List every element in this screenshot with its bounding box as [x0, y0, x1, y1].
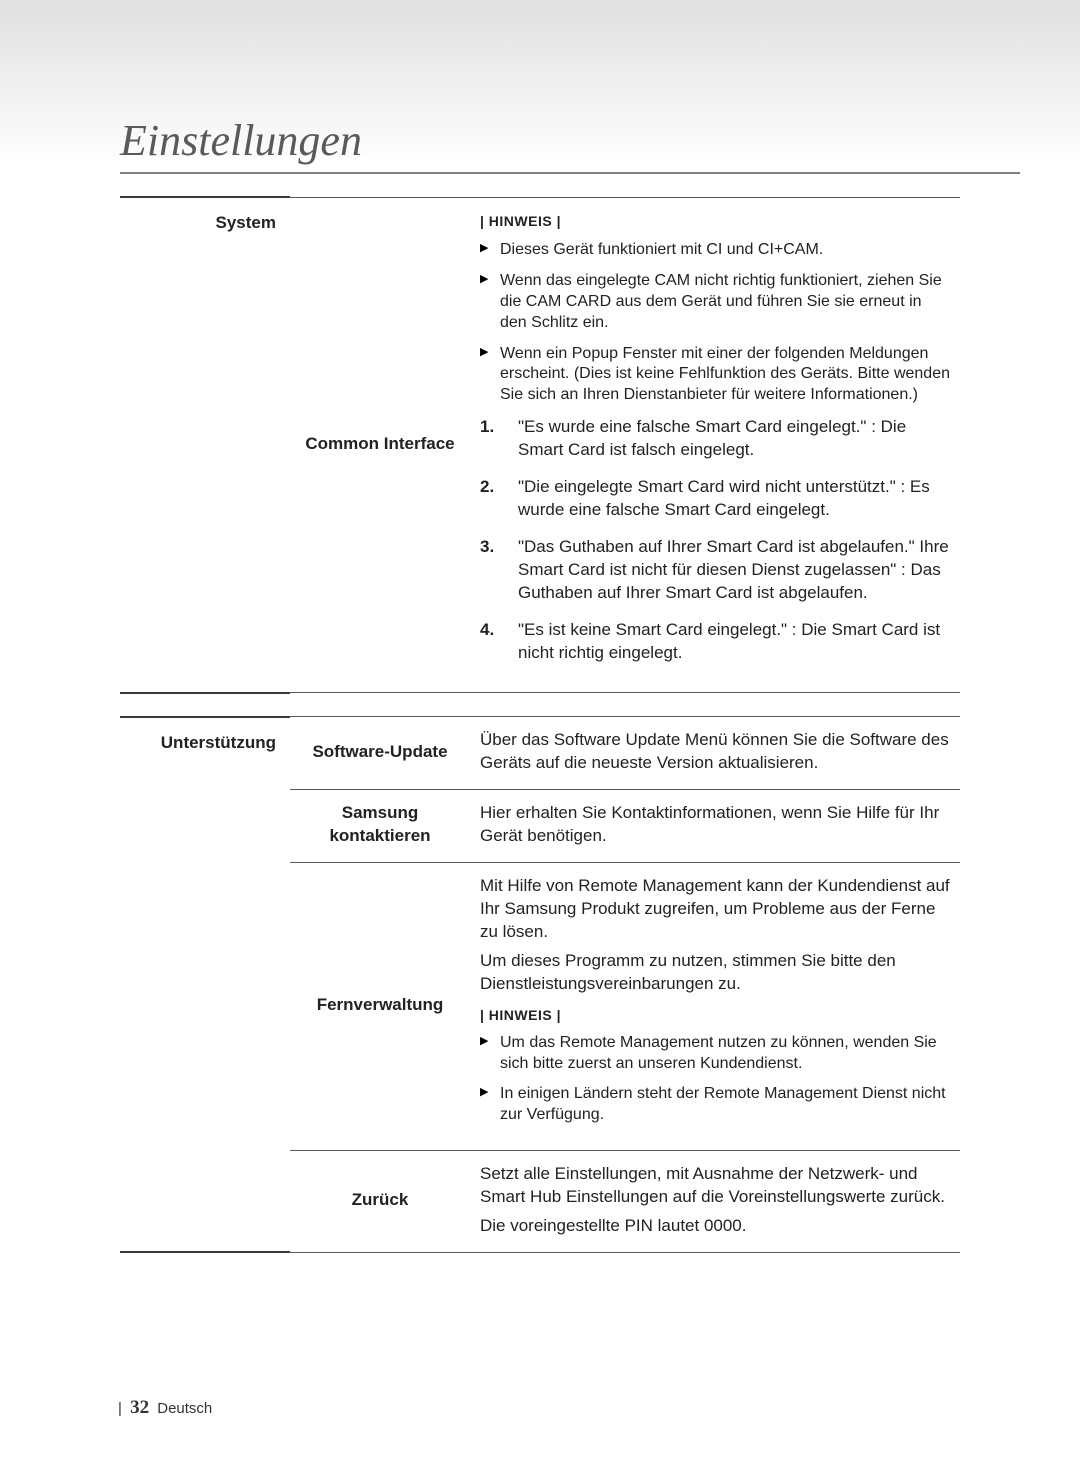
hinweis-item: In einigen Ländern steht der Remote Mana…: [480, 1084, 950, 1126]
desc-samsung-contact: Hier erhalten Sie Kontaktinformationen, …: [470, 790, 960, 863]
page-footer: | 32 Deutsch: [118, 1397, 212, 1419]
hinweis-list: Dieses Gerät funktioniert mit CI und CI+…: [480, 240, 950, 406]
desc-common-interface: | HINWEIS | Dieses Gerät funktioniert mi…: [470, 197, 960, 693]
hinweis-item: Dieses Gerät funktioniert mit CI und CI+…: [480, 240, 950, 261]
support-table: Unterstützung Software-Update Über das S…: [120, 716, 960, 1253]
reset-desc-p1: Setzt alle Einstellungen, mit Ausnahme d…: [480, 1163, 950, 1209]
remote-desc-p2: Um dieses Programm zu nutzen, stimmen Si…: [480, 950, 950, 996]
smartcard-error-item: "Es wurde eine falsche Smart Card eingel…: [480, 416, 950, 462]
remote-hinweis-list: Um das Remote Management nutzen zu könne…: [480, 1033, 950, 1126]
label-samsung-contact: Samsung kontaktieren: [290, 790, 470, 863]
row-common-interface: System Common Interface | HINWEIS | Dies…: [120, 197, 960, 693]
label-remote-management: Fernverwaltung: [290, 863, 470, 1151]
row-software-update: Unterstützung Software-Update Über das S…: [120, 717, 960, 790]
page-title: Einstellungen: [120, 115, 1020, 166]
category-system: System: [120, 197, 290, 693]
desc-software-update: Über das Software Update Menü können Sie…: [470, 717, 960, 790]
desc-remote-management: Mit Hilfe von Remote Management kann der…: [470, 863, 960, 1151]
smartcard-error-item: "Das Guthaben auf Ihrer Smart Card ist a…: [480, 536, 950, 605]
page-number: 32: [130, 1397, 149, 1418]
footer-bar: |: [118, 1400, 122, 1417]
title-underline: [120, 172, 1020, 174]
hinweis-item: Um das Remote Management nutzen zu könne…: [480, 1033, 950, 1075]
hinweis-label: | HINWEIS |: [480, 1006, 950, 1025]
label-software-update: Software-Update: [290, 717, 470, 790]
label-common-interface: Common Interface: [290, 197, 470, 693]
remote-desc-p1: Mit Hilfe von Remote Management kann der…: [480, 875, 950, 944]
label-reset: Zurück: [290, 1150, 470, 1252]
system-table: System Common Interface | HINWEIS | Dies…: [120, 196, 960, 694]
hinweis-item: Wenn ein Popup Fenster mit einer der fol…: [480, 344, 950, 406]
smartcard-error-list: "Es wurde eine falsche Smart Card eingel…: [480, 416, 950, 664]
footer-language: Deutsch: [157, 1400, 212, 1417]
reset-desc-p2: Die voreingestellte PIN lautet 0000.: [480, 1215, 950, 1238]
category-support: Unterstützung: [120, 717, 290, 1252]
smartcard-error-item: "Die eingelegte Smart Card wird nicht un…: [480, 476, 950, 522]
desc-reset: Setzt alle Einstellungen, mit Ausnahme d…: [470, 1150, 960, 1252]
smartcard-error-item: "Es ist keine Smart Card eingelegt." : D…: [480, 619, 950, 665]
hinweis-label: | HINWEIS |: [480, 213, 561, 229]
hinweis-item: Wenn das eingelegte CAM nicht richtig fu…: [480, 271, 950, 333]
